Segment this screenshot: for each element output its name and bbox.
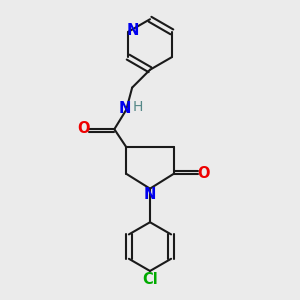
Text: O: O bbox=[77, 121, 89, 136]
Text: N: N bbox=[144, 187, 156, 202]
Text: O: O bbox=[197, 166, 210, 181]
Text: H: H bbox=[132, 100, 143, 115]
Text: N: N bbox=[118, 101, 131, 116]
Text: Cl: Cl bbox=[142, 272, 158, 287]
Text: N: N bbox=[126, 23, 139, 38]
